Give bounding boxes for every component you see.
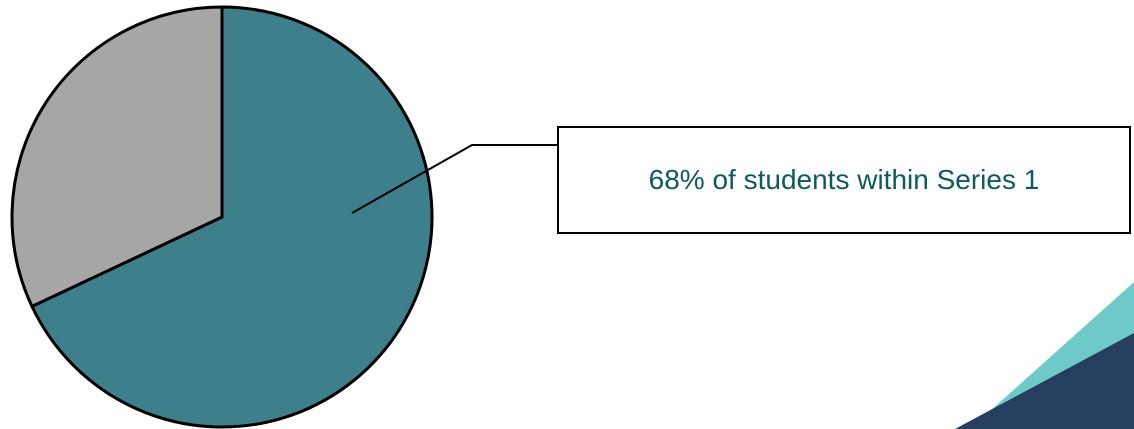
pie-slice-1 <box>30 5 434 429</box>
callout-label: 68% of students within Series 1 <box>648 164 1040 195</box>
pie-slice-2 <box>10 5 224 308</box>
decor-triangle-dark <box>955 333 1134 429</box>
callout-leader-line <box>351 144 557 214</box>
callout-box: 68% of students within Series 1 <box>557 126 1131 234</box>
pie-slices <box>10 5 434 429</box>
corner-decoration <box>955 282 1134 429</box>
